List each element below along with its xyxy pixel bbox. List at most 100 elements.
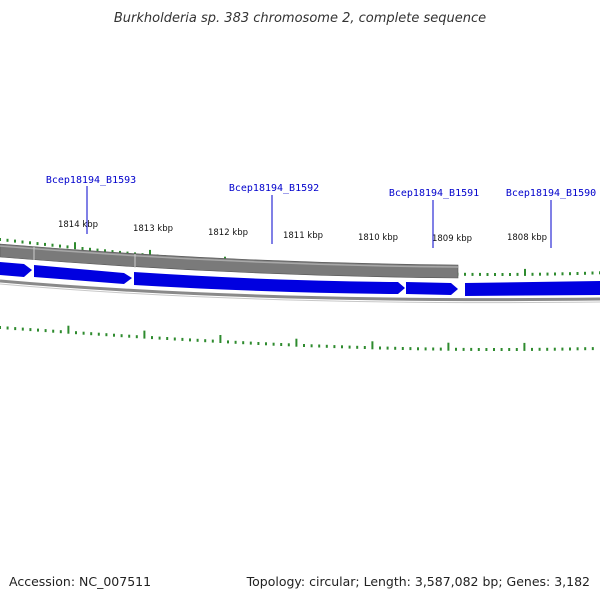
minor-tick [591,271,594,275]
minor-tick [591,347,594,351]
minor-tick [538,347,541,351]
minor-tick [196,338,199,342]
minor-tick [471,272,474,276]
minor-tick [128,334,131,338]
minor-tick [234,340,237,344]
minor-tick [249,341,252,345]
minor-tick [36,242,39,246]
minor-tick [508,348,511,351]
minor-tick [470,347,473,351]
major-tick [67,325,70,334]
major-tick [295,338,298,347]
minor-tick [379,346,381,350]
minor-tick [6,326,9,330]
minor-tick [37,328,39,332]
gene-label-b1590[interactable]: Bcep18194_B1590 [506,188,596,199]
minor-tick [81,247,84,250]
minor-tick [439,347,442,351]
minor-tick [14,239,16,243]
minor-tick [0,238,1,241]
map-title: Burkholderia sp. 383 chromosome 2, compl… [114,11,486,26]
minor-tick [44,242,46,246]
minor-tick [561,272,564,276]
minor-tick [561,347,564,351]
minor-tick [14,327,17,331]
minor-tick [333,345,336,349]
gene-label-b1593[interactable]: Bcep18194_B1593 [46,175,136,186]
kbp-label: 1809 kbp [432,234,472,244]
minor-tick [29,241,31,245]
minor-tick [394,346,397,350]
minor-tick [553,347,556,351]
gene-label-b1592[interactable]: Bcep18194_B1592 [229,183,319,194]
major-tick [371,341,374,350]
minor-tick [166,337,169,340]
minor-tick [59,330,62,334]
major-tick [74,242,76,250]
kbp-label: 1813 kbp [133,224,173,234]
minor-tick [584,271,586,275]
minor-tick [386,346,389,350]
gene-label-b1591[interactable]: Bcep18194_B1591 [389,188,479,199]
minor-tick [227,340,229,344]
minor-tick [546,272,549,276]
gene-arrow-b1591[interactable] [406,282,458,295]
minor-tick [280,343,283,346]
minor-tick [242,341,245,345]
minor-tick [516,272,519,276]
minor-tick [363,346,366,349]
minor-tick [325,344,328,348]
minor-tick [477,348,480,351]
kbp-label: 1814 kbp [58,220,98,230]
minor-tick [494,273,496,276]
minor-tick [546,347,549,351]
minor-tick [424,347,427,351]
gene-product-band-highlight [0,245,459,268]
minor-tick [21,327,24,331]
minor-tick [318,344,321,348]
minor-tick [409,347,412,351]
minor-tick [51,243,54,247]
gene-arrow-b1590[interactable] [465,281,600,296]
major-tick [143,330,146,339]
minor-tick [576,347,579,351]
gene-arrow-b1592[interactable] [134,272,405,294]
major-tick [149,249,151,257]
minor-tick [113,333,115,337]
minor-tick [151,336,153,340]
gene-arrow-b1593[interactable] [34,265,132,284]
minor-tick [531,347,533,351]
kbp-label: 1811 kbp [283,231,323,241]
summary-text: Topology: circular; Length: 3,587,082 bp… [246,574,590,589]
minor-tick [455,347,457,351]
minor-tick [158,336,161,340]
minor-tick [119,250,121,254]
minor-tick [539,272,541,276]
gene-track [0,262,600,296]
minor-tick [204,339,207,343]
minor-tick [66,245,69,249]
minor-tick [432,347,435,351]
minor-tick [82,331,85,335]
minor-tick [569,347,571,351]
minor-tick [554,272,556,276]
minor-tick [173,337,176,341]
minor-tick [287,343,290,347]
gene-arrow-b1594[interactable] [0,262,32,277]
minor-tick [569,272,571,276]
minor-tick [97,332,100,336]
minor-tick [120,334,123,338]
minor-tick [479,272,481,276]
minor-tick [500,348,503,351]
minor-tick [105,333,108,337]
chromosome-backbone [0,279,600,302]
minor-tick [104,249,106,253]
minor-tick [493,348,495,351]
minor-tick [356,345,359,349]
minor-tick [509,273,511,276]
minor-tick [584,347,587,351]
chromosome-backbone-shadow [0,283,600,304]
minor-tick [485,348,488,351]
minor-tick [135,335,138,339]
